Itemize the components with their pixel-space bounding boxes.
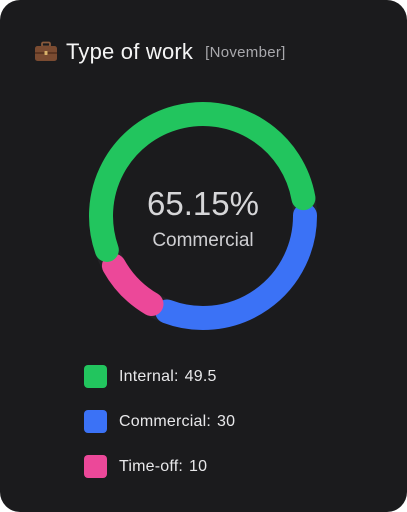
legend-label: Internal: [119,367,179,385]
card-title: Type of work [66,39,194,64]
legend-value: 30 [217,412,236,430]
donut-arcs [89,102,318,330]
card-header: Type of work [November] [34,34,286,70]
donut-slice-commercial [155,203,318,330]
card-subtitle: [November] [205,43,286,61]
legend-label: Commercial: [119,412,211,430]
legend-label: Time-off: [119,457,184,475]
center-value: 65.15% [147,185,259,222]
legend-value: 49.5 [184,367,217,385]
legend-item-internal: Internal: 49.5 [84,362,235,391]
donut-slice-internal [89,102,316,262]
legend-item-time-off: Time-off: 10 [84,452,235,481]
chart-legend: Internal: 49.5 Commercial: 30 Time-off: … [84,362,235,497]
legend-value: 10 [189,457,208,475]
legend-item-commercial: Commercial: 30 [84,407,235,436]
donut-slice-time-off [101,253,164,317]
legend-swatch-internal [84,365,107,388]
briefcase-icon [35,41,57,61]
center-label: Commercial [152,230,253,251]
legend-swatch-commercial [84,410,107,433]
legend-swatch-time-off [84,455,107,478]
